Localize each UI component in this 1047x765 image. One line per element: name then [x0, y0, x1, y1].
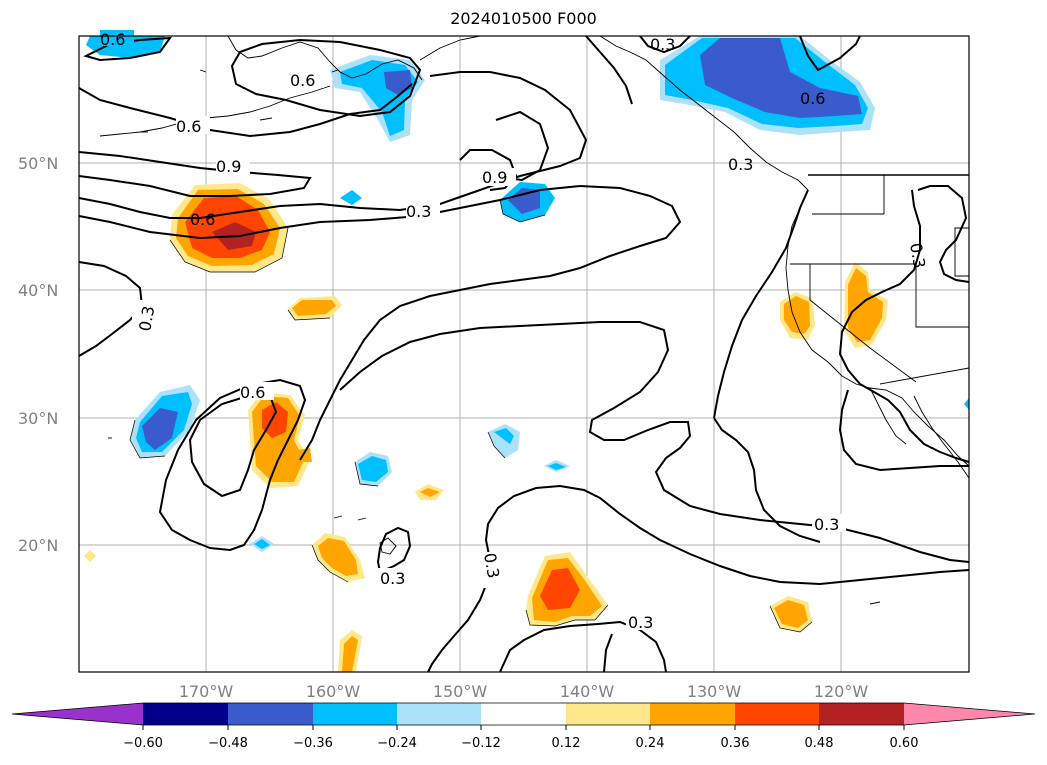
coastlines [99, 35, 970, 605]
colorbar-swatch [566, 703, 650, 725]
map-frame [78, 35, 970, 673]
contour-label: 0.3 [814, 515, 839, 534]
lon-label: 170°W [179, 682, 234, 701]
contour-label: 0.3 [650, 35, 675, 54]
contour-lines [78, 35, 970, 673]
contour-label: 0.3 [380, 569, 405, 588]
colorbar-swatch [143, 703, 228, 725]
lat-label: 20°N [18, 536, 58, 555]
contour-label: 0.3 [406, 202, 431, 221]
colorbar-swatch [481, 703, 566, 725]
colorbar-tick: −0.36 [293, 736, 333, 751]
colorbar-tick: 0.36 [721, 736, 750, 751]
lon-label: 120°W [814, 682, 869, 701]
negative-anomaly-fill [700, 38, 862, 118]
lat-label: 50°N [18, 154, 58, 173]
latitude-labels: 50°N 40°N 30°N 20°N [18, 154, 58, 555]
lat-label: 40°N [18, 281, 58, 300]
contour-label: 0.6 [100, 30, 125, 49]
lon-label: 160°W [306, 682, 361, 701]
contour-label: 0.9 [482, 168, 507, 187]
contour-label: 0.3 [480, 551, 503, 579]
lon-label: 130°W [687, 682, 742, 701]
colorbar-tick: 0.48 [805, 736, 834, 751]
colorbar: −0.60 −0.48 −0.36 −0.24 −0.12 0.12 0.24 … [11, 702, 1036, 751]
colorbar-tick: −0.48 [208, 736, 248, 751]
map-title: 2024010500 F000 [450, 9, 597, 28]
contour-label: 0.6 [190, 210, 215, 229]
colorbar-under-arrow [12, 703, 143, 725]
contour-label: 0.3 [135, 304, 158, 332]
colorbar-tick: 0.12 [552, 736, 581, 751]
map-panel: 0.6 0.6 0.6 0.9 0.6 0.9 0.3 0.3 0.6 0.6 … [78, 30, 970, 673]
lon-label: 140°W [560, 682, 615, 701]
lon-label: 150°W [433, 682, 488, 701]
colorbar-over-arrow [904, 703, 1035, 725]
contour-label: 0.9 [216, 157, 241, 176]
contour-label: 0.6 [290, 71, 315, 90]
colorbar-swatch [313, 703, 397, 725]
colorbar-tick: 0.24 [636, 736, 665, 751]
colorbar-swatch [397, 703, 481, 725]
contour-label: 0.6 [176, 117, 201, 136]
map-background [79, 36, 969, 672]
anomaly-fills [84, 36, 969, 672]
colorbar-swatch [735, 703, 819, 725]
contour-labels: 0.6 0.6 0.6 0.9 0.6 0.9 0.3 0.3 0.6 0.6 … [100, 30, 929, 632]
colorbar-tick: 0.60 [890, 736, 919, 751]
negative-anomaly-fill [508, 188, 540, 214]
colorbar-swatch [228, 703, 313, 725]
longitude-labels: 170°W 160°W 150°W 140°W 130°W 120°W [179, 682, 869, 701]
colorbar-swatch [819, 703, 904, 725]
contour-label: 0.3 [728, 155, 753, 174]
colorbar-tick: −0.24 [377, 736, 417, 751]
lat-label: 30°N [18, 409, 58, 428]
contour-label: 0.6 [240, 383, 265, 402]
colorbar-swatch [650, 703, 735, 725]
colorbar-tick: −0.60 [123, 736, 163, 751]
contour-label: 0.3 [906, 241, 929, 269]
colorbar-tick: −0.12 [461, 736, 501, 751]
contour-label: 0.3 [628, 613, 653, 632]
fill-outlines [129, 199, 813, 633]
contour-label: 0.6 [800, 89, 825, 108]
